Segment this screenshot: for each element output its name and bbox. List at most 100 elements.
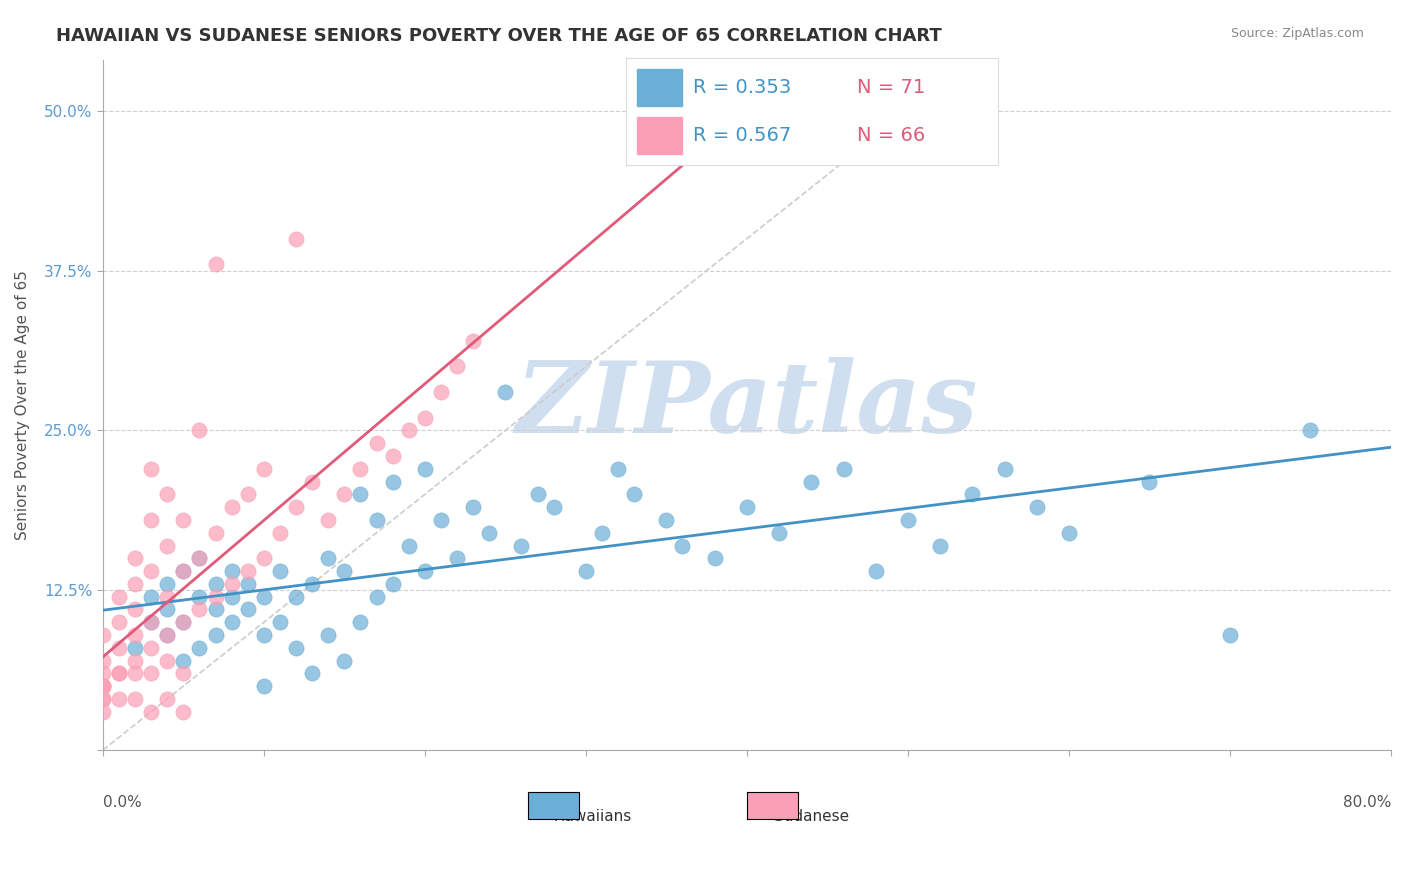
Point (349, 615, 371, 630)
Point (172, 705, 194, 719)
Point (124, 654, 146, 668)
Point (865, 564, 887, 578)
Point (1299, 424, 1322, 438)
Point (494, 385, 516, 400)
Point (108, 615, 131, 630)
Point (221, 590, 243, 604)
Point (832, 462, 855, 476)
Point (204, 628, 226, 642)
Point (1025, 500, 1047, 515)
Point (172, 564, 194, 578)
Y-axis label: Seniors Poverty Over the Age of 65: Seniors Poverty Over the Age of 65 (15, 270, 30, 540)
Point (172, 615, 194, 630)
Text: R = 0.353: R = 0.353 (693, 78, 792, 97)
Point (316, 513, 339, 527)
Point (156, 590, 179, 604)
Text: R = 0.567: R = 0.567 (693, 126, 792, 145)
Point (91, 705, 114, 719)
Point (108, 666, 131, 681)
Point (139, 564, 162, 578)
Point (349, 462, 371, 476)
Point (253, 462, 276, 476)
Point (575, 564, 598, 578)
Point (993, 462, 1015, 476)
Point (253, 628, 276, 642)
Point (91, 679, 114, 693)
Point (236, 487, 259, 501)
Point (172, 654, 194, 668)
Point (236, 602, 259, 616)
Point (430, 385, 453, 400)
Point (236, 577, 259, 591)
Point (139, 640, 162, 655)
Point (253, 551, 276, 566)
Point (156, 577, 179, 591)
Point (156, 487, 179, 501)
Point (139, 666, 162, 681)
Point (253, 590, 276, 604)
Point (301, 666, 323, 681)
Point (156, 539, 179, 553)
Point (188, 424, 211, 438)
Point (398, 424, 420, 438)
Point (139, 615, 162, 630)
Point (172, 666, 194, 681)
Point (204, 577, 226, 591)
Point (285, 500, 308, 515)
Point (510, 539, 533, 553)
Point (108, 590, 131, 604)
Point (188, 602, 211, 616)
Point (607, 462, 630, 476)
Text: 0.0%: 0.0% (103, 795, 142, 810)
Point (301, 475, 323, 489)
Text: Source: ZipAtlas.com: Source: ZipAtlas.com (1230, 27, 1364, 40)
Point (253, 679, 276, 693)
Text: N = 71: N = 71 (856, 78, 925, 97)
Point (91, 692, 114, 706)
Point (139, 462, 162, 476)
Bar (637, 69, 682, 106)
Point (172, 615, 194, 630)
Point (526, 487, 548, 501)
Point (446, 359, 468, 374)
Point (463, 500, 485, 515)
Text: HAWAIIAN VS SUDANESE SENIORS POVERTY OVER THE AGE OF 65 CORRELATION CHART: HAWAIIAN VS SUDANESE SENIORS POVERTY OVE… (56, 27, 942, 45)
Point (204, 525, 226, 540)
Point (768, 525, 790, 540)
Text: Sudanese: Sudanese (773, 809, 849, 824)
Point (897, 513, 920, 527)
Point (172, 513, 194, 527)
Text: Hawaiians: Hawaiians (553, 809, 631, 824)
Point (413, 410, 436, 425)
Point (221, 564, 243, 578)
Point (156, 628, 179, 642)
Point (1057, 525, 1080, 540)
Point (929, 539, 952, 553)
Point (366, 590, 388, 604)
Point (381, 475, 404, 489)
Point (333, 487, 356, 501)
Point (735, 500, 758, 515)
Point (139, 705, 162, 719)
Point (124, 666, 146, 681)
Point (156, 654, 179, 668)
Point (139, 590, 162, 604)
Point (188, 551, 211, 566)
Point (91, 679, 114, 693)
Text: 80.0%: 80.0% (1343, 795, 1391, 810)
Point (156, 628, 179, 642)
Point (316, 628, 339, 642)
Point (398, 539, 420, 553)
Point (124, 602, 146, 616)
Point (285, 640, 308, 655)
Point (124, 692, 146, 706)
Point (463, 334, 485, 348)
Point (800, 475, 823, 489)
Point (204, 257, 226, 271)
Point (124, 577, 146, 591)
Point (591, 525, 613, 540)
Point (285, 232, 308, 246)
Point (671, 539, 693, 553)
Point (172, 564, 194, 578)
Point (156, 602, 179, 616)
